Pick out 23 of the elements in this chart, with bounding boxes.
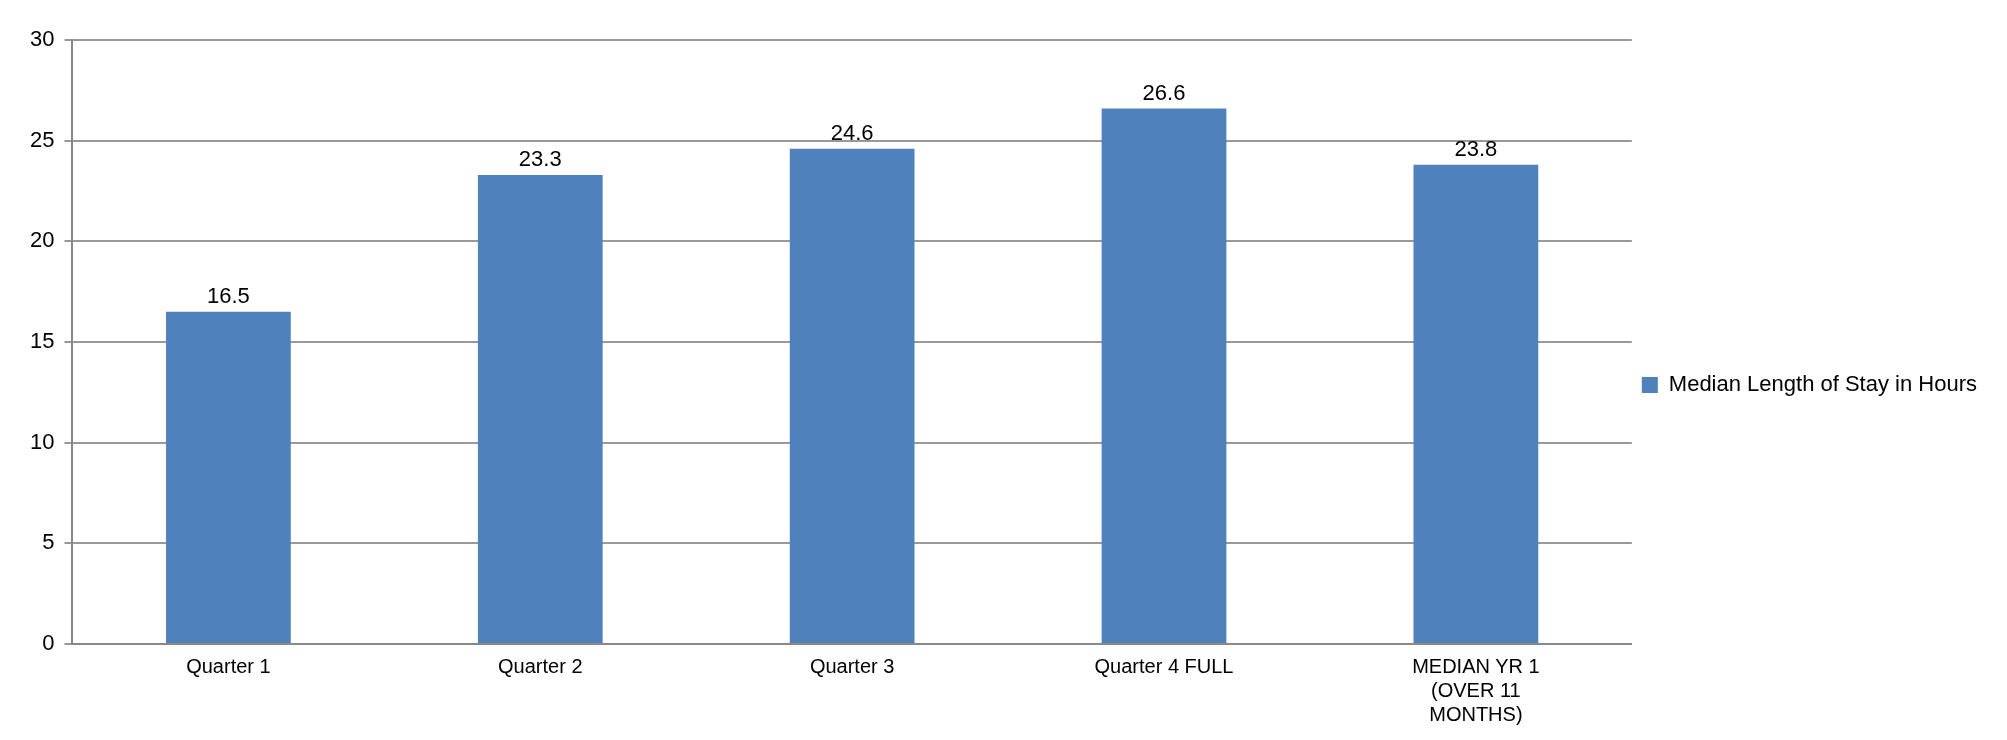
data-label: 23.3 bbox=[518, 145, 562, 171]
bar bbox=[1413, 164, 1539, 643]
x-tick-label: Quarter 3 bbox=[809, 654, 895, 677]
x-tick-label: Quarter 1 bbox=[186, 654, 271, 677]
y-tick-label: 15 bbox=[29, 328, 55, 354]
x-tick-label: Quarter 2 bbox=[498, 654, 583, 677]
y-tick-label: 30 bbox=[29, 26, 55, 52]
y-tick-label: 25 bbox=[29, 126, 55, 152]
data-label: 26.6 bbox=[1142, 79, 1186, 105]
y-tick-label: 5 bbox=[42, 529, 55, 555]
data-label: 16.5 bbox=[206, 282, 250, 308]
legend-label: Median Length of Stay in Hours bbox=[1668, 371, 1977, 397]
x-tick-label: MEDIAN YR 1 (OVER 11 MONTHS) bbox=[1412, 654, 1540, 725]
bar bbox=[166, 311, 291, 643]
bar bbox=[477, 174, 603, 643]
y-tick-label: 20 bbox=[29, 227, 55, 253]
data-label: 23.8 bbox=[1454, 135, 1498, 161]
x-tick-label: Quarter 4 FULL bbox=[1094, 654, 1234, 677]
data-label: 24.6 bbox=[830, 119, 874, 145]
bar bbox=[1101, 108, 1227, 643]
bar bbox=[789, 148, 915, 643]
y-tick-label: 0 bbox=[42, 630, 55, 656]
y-tick-label: 10 bbox=[29, 428, 55, 454]
